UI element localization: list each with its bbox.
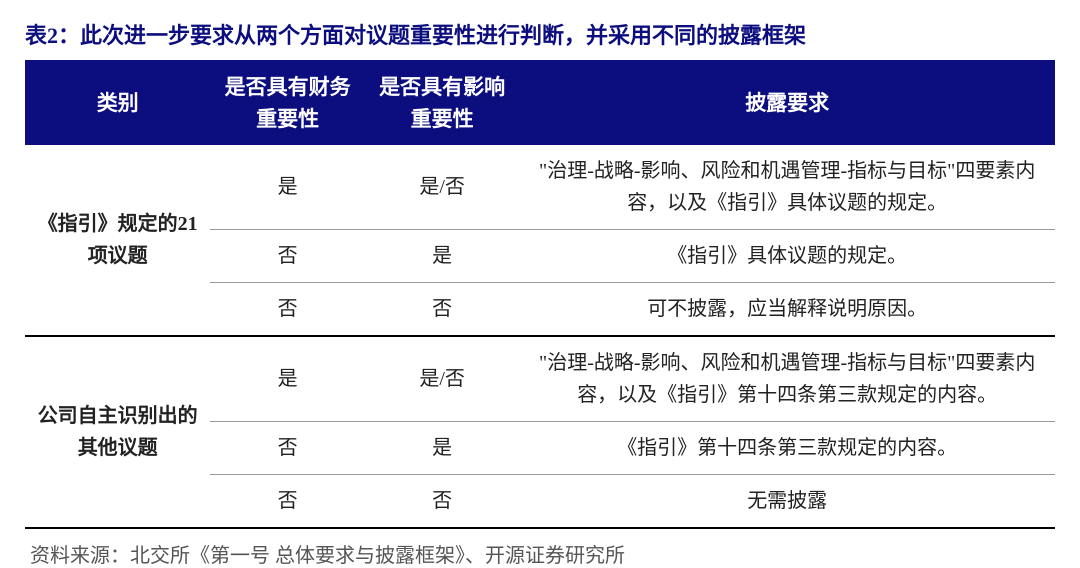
- header-category: 类别: [25, 62, 210, 145]
- requirement-cell: "治理-战略-影响、风险和机遇管理-指标与目标"四要素内容，以及《指引》第十四条…: [519, 336, 1055, 422]
- impact-cell: 否: [365, 475, 520, 529]
- table-title: 表2：此次进一步要求从两个方面对议题重要性进行判断，并采用不同的披露框架: [25, 10, 1055, 62]
- impact-cell: 是: [365, 230, 520, 283]
- category-cell: 《指引》规定的21 项议题: [25, 145, 210, 336]
- requirement-cell: 可不披露，应当解释说明原因。: [519, 283, 1055, 337]
- category-cell: 公司自主识别出的其他议题: [25, 336, 210, 528]
- impact-cell: 是/否: [365, 145, 520, 230]
- financial-cell: 是: [210, 145, 365, 230]
- financial-cell: 是: [210, 336, 365, 422]
- financial-cell: 否: [210, 475, 365, 529]
- impact-cell: 否: [365, 283, 520, 337]
- impact-cell: 是/否: [365, 336, 520, 422]
- impact-cell: 是: [365, 422, 520, 475]
- header-financial: 是否具有财务重要性: [210, 62, 365, 145]
- financial-cell: 否: [210, 283, 365, 337]
- header-requirement: 披露要求: [519, 62, 1055, 145]
- financial-cell: 否: [210, 230, 365, 283]
- table-row: 《指引》规定的21 项议题是是/否"治理-战略-影响、风险和机遇管理-指标与目标…: [25, 145, 1055, 230]
- requirement-cell: 无需披露: [519, 475, 1055, 529]
- source-citation: 资料来源：北交所《第一号 总体要求与披露框架》、开源证券研究所: [25, 529, 1055, 568]
- requirement-cell: 《指引》第十四条第三款规定的内容。: [519, 422, 1055, 475]
- header-impact: 是否具有影响重要性: [365, 62, 520, 145]
- disclosure-table: 类别 是否具有财务重要性 是否具有影响重要性 披露要求 《指引》规定的21 项议…: [25, 62, 1055, 529]
- table-header-row: 类别 是否具有财务重要性 是否具有影响重要性 披露要求: [25, 62, 1055, 145]
- financial-cell: 否: [210, 422, 365, 475]
- table-row: 公司自主识别出的其他议题是是/否"治理-战略-影响、风险和机遇管理-指标与目标"…: [25, 336, 1055, 422]
- requirement-cell: "治理-战略-影响、风险和机遇管理-指标与目标"四要素内容，以及《指引》具体议题…: [519, 145, 1055, 230]
- requirement-cell: 《指引》具体议题的规定。: [519, 230, 1055, 283]
- table-body: 《指引》规定的21 项议题是是/否"治理-战略-影响、风险和机遇管理-指标与目标…: [25, 145, 1055, 528]
